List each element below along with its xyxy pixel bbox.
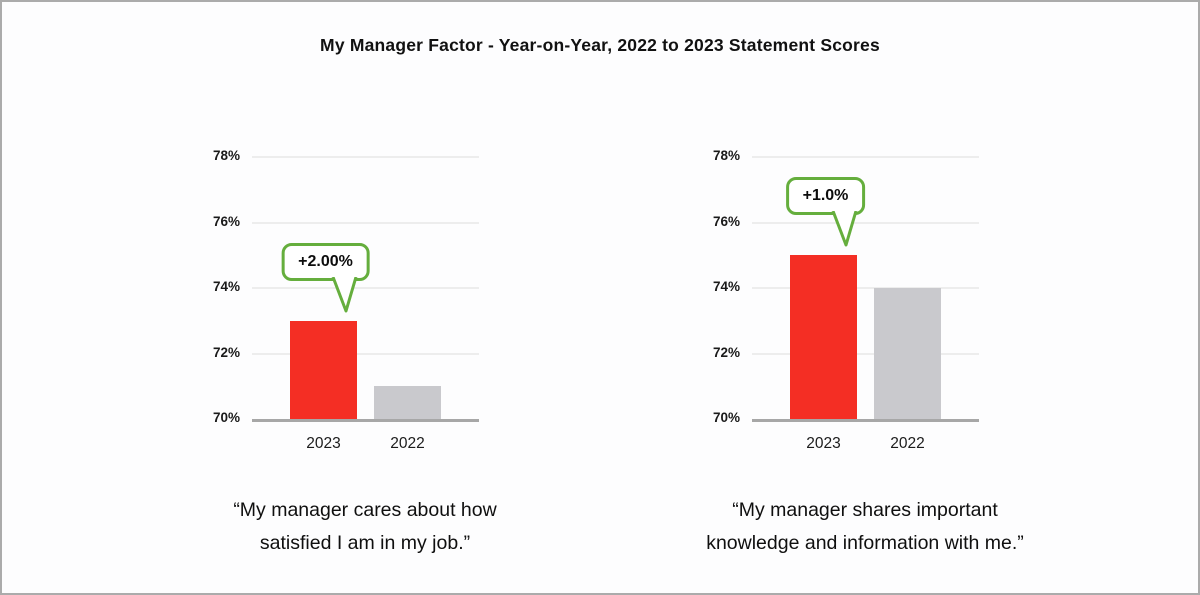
y-axis-tick-label: 76%	[212, 213, 240, 229]
gridline	[752, 221, 979, 224]
caption-line: satisfied I am in my job.”	[259, 532, 471, 554]
x-axis-label: 2023	[306, 435, 341, 452]
y-axis-tick-label: 72%	[712, 344, 740, 360]
gridline	[252, 352, 479, 355]
caption-line: knowledge and information with me.”	[706, 532, 1024, 554]
x-axis-label: 2022	[390, 435, 425, 452]
y-axis-tick-label: 70%	[212, 410, 240, 425]
statement-caption-left: “My manager cares about how satisfied I …	[115, 494, 615, 560]
y-axis-tick-label: 78%	[712, 148, 740, 163]
caption-line: “My manager cares about how	[233, 499, 497, 521]
x-axis-label: 2023	[806, 435, 841, 452]
y-axis-tick-label: 74%	[712, 279, 740, 294]
bar-2022	[374, 386, 441, 419]
y-axis-tick-label: 76%	[712, 213, 740, 229]
chart-title: My Manager Factor - Year-on-Year, 2022 t…	[320, 35, 880, 55]
bar-2023	[790, 255, 857, 419]
y-axis-tick-label: 72%	[212, 344, 240, 360]
bar-2023	[290, 320, 357, 419]
gridline	[252, 221, 479, 224]
bar-2022	[874, 288, 941, 419]
callout-tail	[831, 211, 857, 247]
gridline	[252, 287, 479, 289]
caption-line: “My manager shares important	[732, 499, 998, 521]
callout-tail	[331, 276, 357, 313]
gridline	[752, 156, 979, 158]
gridline	[752, 287, 979, 289]
statement-caption-right: “My manager shares important knowledge a…	[615, 494, 1115, 560]
x-axis-baseline	[752, 419, 979, 422]
y-axis-tick-label: 78%	[212, 148, 240, 163]
x-axis-baseline	[252, 419, 479, 422]
y-axis-tick-label: 74%	[212, 279, 240, 294]
change-callout: +2.00%	[281, 242, 370, 281]
y-axis-tick-label: 70%	[712, 410, 740, 425]
gridline	[252, 156, 479, 158]
bar-chart-left: 78% 76% 74% 72% 70% 2023 2022 +2.00%	[213, 148, 479, 452]
change-callout: +1.0%	[785, 177, 866, 216]
x-axis-label: 2022	[890, 435, 925, 452]
bar-chart-right: 78% 76% 74% 72% 70% 2023 2022 +1.0%	[713, 148, 979, 452]
gridline	[752, 352, 979, 355]
